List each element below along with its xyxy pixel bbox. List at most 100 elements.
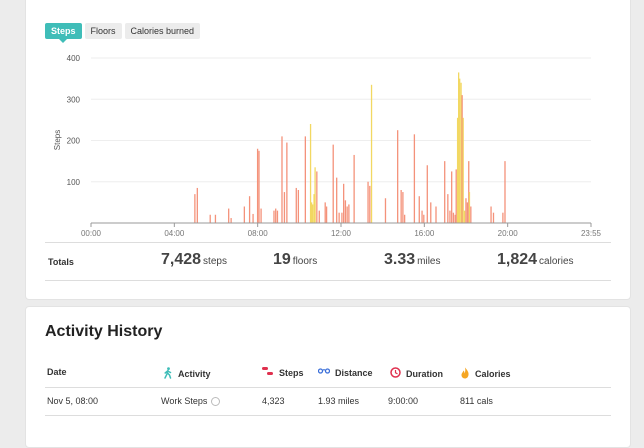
step-bar[interactable] xyxy=(283,192,286,223)
step-bar[interactable] xyxy=(295,187,297,223)
step-bar[interactable] xyxy=(312,204,314,223)
step-bar[interactable] xyxy=(452,212,455,223)
step-bar[interactable] xyxy=(468,192,471,223)
step-bar[interactable] xyxy=(314,167,316,223)
step-bar[interactable] xyxy=(430,202,432,224)
column-duration[interactable]: Duration xyxy=(390,367,443,380)
step-bar[interactable] xyxy=(468,161,470,224)
step-bar[interactable] xyxy=(276,210,279,224)
step-bar[interactable] xyxy=(243,206,246,224)
step-bar[interactable] xyxy=(256,148,259,223)
step-bar[interactable] xyxy=(196,187,198,223)
step-bar[interactable] xyxy=(370,84,373,223)
step-bar[interactable] xyxy=(214,214,217,223)
step-bar[interactable] xyxy=(309,124,312,223)
step-bar[interactable] xyxy=(336,177,338,224)
step-bar[interactable] xyxy=(248,196,251,223)
step-bar[interactable] xyxy=(341,212,343,223)
step-bar[interactable] xyxy=(367,181,369,223)
step-bar[interactable] xyxy=(455,169,457,224)
step-bar[interactable] xyxy=(260,208,262,223)
x-tick-label: 04:00 xyxy=(164,229,185,238)
total-floors-value: 19 xyxy=(273,251,291,268)
total-calories: 1,824 calories xyxy=(497,251,574,269)
step-bar[interactable] xyxy=(402,192,404,223)
column-steps-label: Steps xyxy=(279,367,304,378)
step-bar[interactable] xyxy=(273,210,275,224)
column-steps[interactable]: Steps xyxy=(262,367,304,378)
step-bar[interactable] xyxy=(343,183,345,223)
step-bar[interactable] xyxy=(297,190,300,223)
step-bar[interactable] xyxy=(502,212,504,223)
step-bar[interactable] xyxy=(403,214,406,223)
step-bar[interactable] xyxy=(449,210,451,224)
column-activity[interactable]: Activity xyxy=(163,367,211,381)
tab-steps[interactable]: Steps xyxy=(45,23,82,43)
step-bar[interactable] xyxy=(451,171,453,223)
step-bar[interactable] xyxy=(504,161,506,224)
activity-history-title: Activity History xyxy=(45,323,163,340)
step-bar[interactable] xyxy=(252,213,254,223)
step-bar[interactable] xyxy=(421,210,423,224)
step-bar[interactable] xyxy=(230,218,232,223)
step-bar[interactable] xyxy=(423,214,425,223)
step-bar[interactable] xyxy=(413,134,416,223)
step-bar[interactable] xyxy=(490,206,492,224)
column-calories[interactable]: Calories xyxy=(460,367,511,381)
step-bar[interactable] xyxy=(348,204,350,223)
step-bar[interactable] xyxy=(458,72,460,223)
step-bar[interactable] xyxy=(209,214,211,223)
total-distance-value: 3.33 xyxy=(384,251,416,268)
tab-calories-burned[interactable]: Calories burned xyxy=(124,23,201,39)
step-bar[interactable] xyxy=(447,194,449,224)
step-bar[interactable] xyxy=(332,144,334,224)
step-bar[interactable] xyxy=(400,190,402,223)
total-steps-unit: steps xyxy=(203,256,227,267)
step-bar[interactable] xyxy=(459,78,461,224)
step-bar[interactable] xyxy=(228,208,230,223)
step-bar[interactable] xyxy=(194,194,196,224)
step-bar[interactable] xyxy=(304,136,306,224)
column-activity-label: Activity xyxy=(178,369,211,379)
clock-icon xyxy=(390,367,401,380)
step-bar[interactable] xyxy=(465,198,467,223)
step-bar[interactable] xyxy=(463,210,466,224)
step-bar[interactable] xyxy=(460,82,462,223)
total-steps: 7,428 steps xyxy=(161,251,227,269)
step-bar[interactable] xyxy=(313,194,315,224)
column-distance[interactable]: Distance xyxy=(317,367,373,378)
step-bar[interactable] xyxy=(492,212,495,223)
step-bar[interactable] xyxy=(258,150,260,223)
step-bar[interactable] xyxy=(281,136,283,224)
tab-floors[interactable]: Floors xyxy=(84,23,122,39)
total-floors-unit: floors xyxy=(292,256,318,267)
step-bar[interactable] xyxy=(369,185,371,224)
column-date[interactable]: Date xyxy=(47,367,67,377)
row-steps: 4,323 xyxy=(262,396,285,406)
step-bar[interactable] xyxy=(346,206,348,224)
step-bar[interactable] xyxy=(324,202,326,224)
step-bar[interactable] xyxy=(353,154,355,223)
step-bar[interactable] xyxy=(316,171,318,223)
row-divider xyxy=(45,415,611,416)
step-bar[interactable] xyxy=(318,210,320,224)
step-bar[interactable] xyxy=(418,196,420,223)
step-bar[interactable] xyxy=(470,206,472,224)
step-bar[interactable] xyxy=(462,117,464,223)
step-bar[interactable] xyxy=(456,117,459,223)
x-tick-label: 20:00 xyxy=(498,229,519,238)
step-bar[interactable] xyxy=(310,202,313,224)
step-bar[interactable] xyxy=(344,200,347,223)
step-bar[interactable] xyxy=(384,198,387,223)
step-bar[interactable] xyxy=(454,214,456,223)
step-bar[interactable] xyxy=(426,165,428,223)
step-bar[interactable] xyxy=(444,161,446,224)
step-bar[interactable] xyxy=(338,212,340,223)
step-bar[interactable] xyxy=(397,130,399,223)
step-bar[interactable] xyxy=(466,202,469,224)
step-bar[interactable] xyxy=(461,95,463,224)
step-bar[interactable] xyxy=(435,206,437,224)
step-bar[interactable] xyxy=(286,142,288,223)
step-bar[interactable] xyxy=(275,208,277,223)
step-bar[interactable] xyxy=(325,206,328,224)
